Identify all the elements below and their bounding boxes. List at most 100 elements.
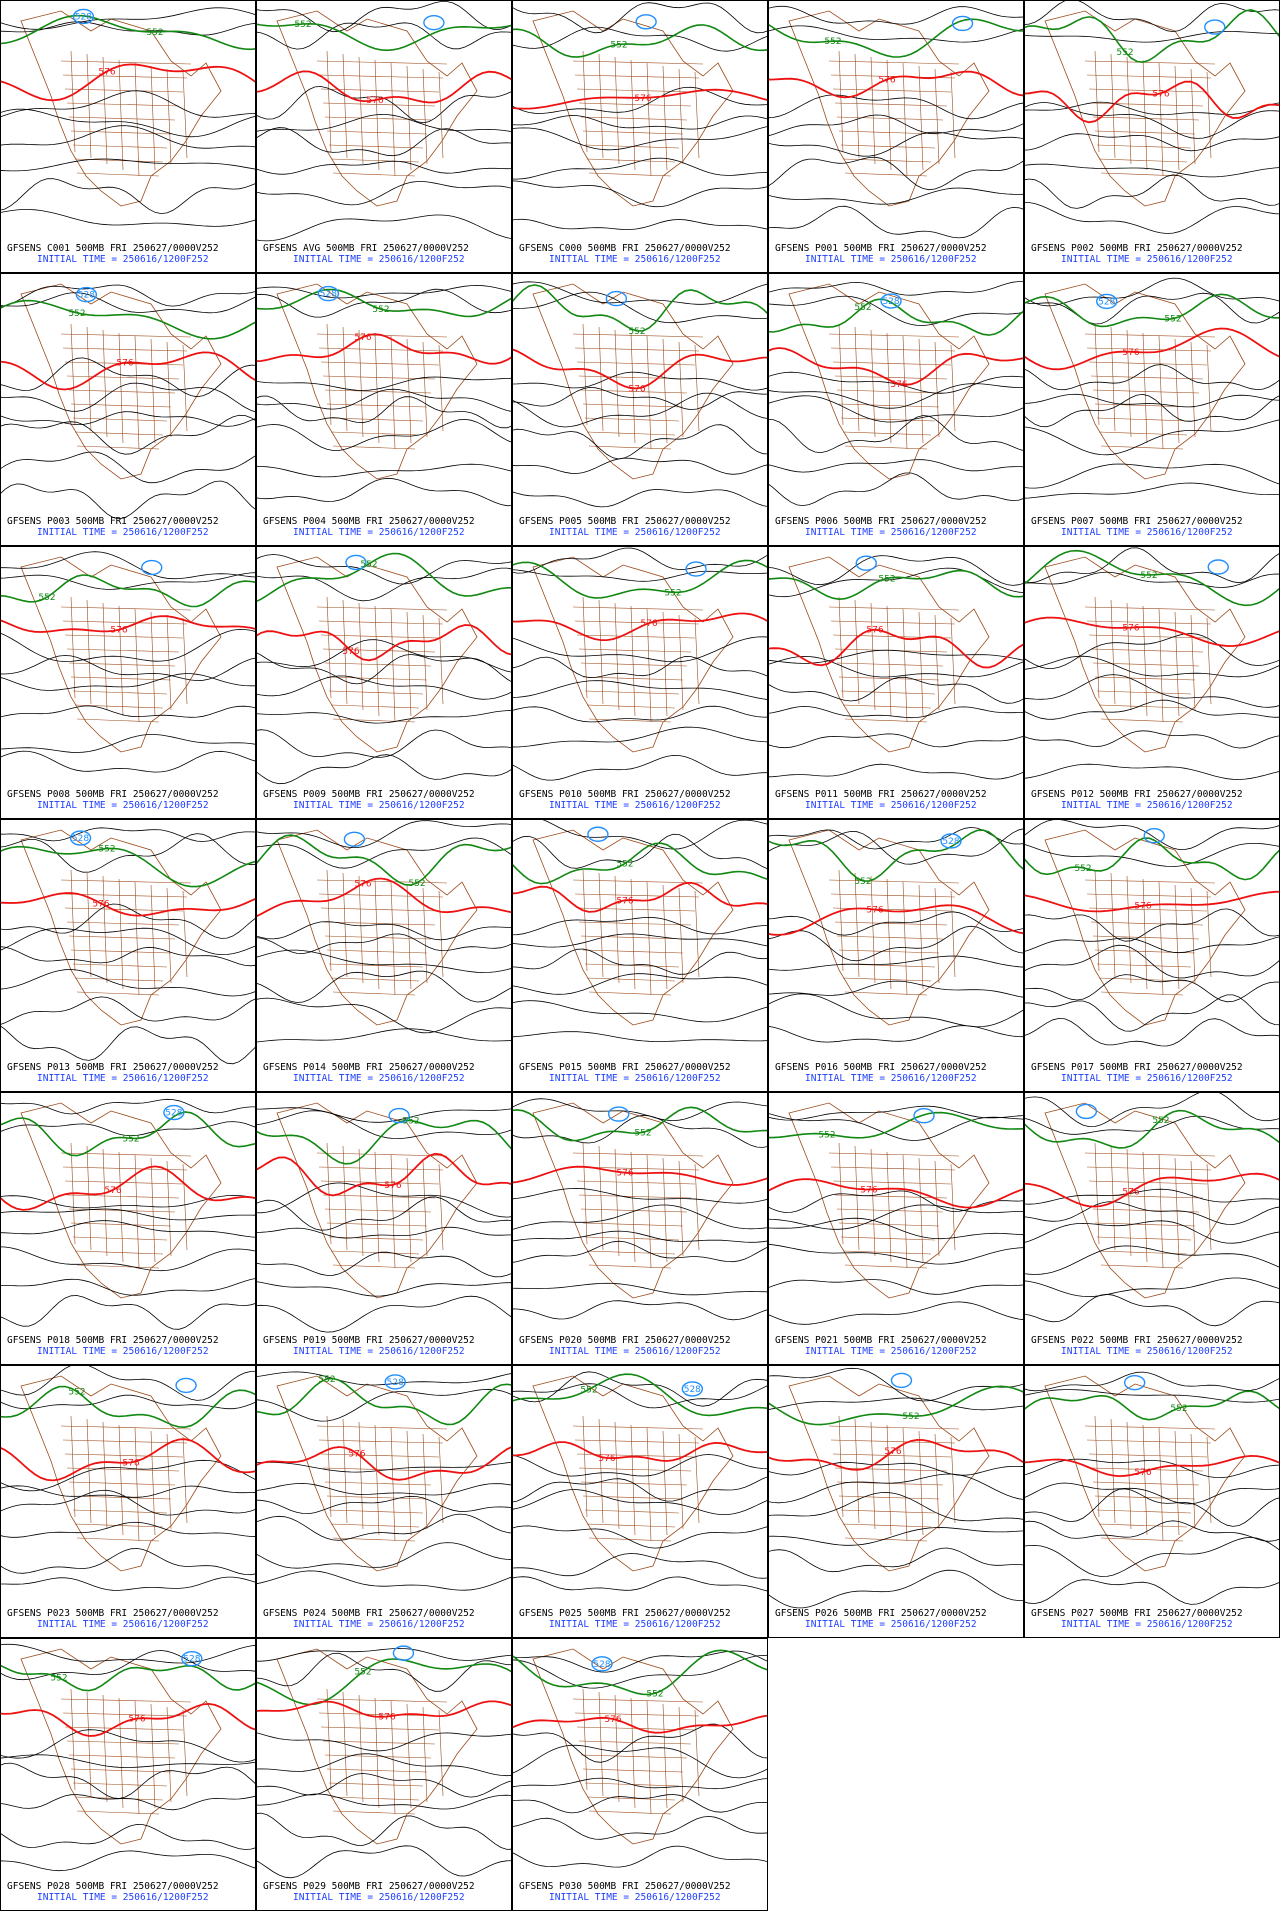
contour-label: 576 — [104, 1186, 121, 1196]
state-line — [328, 1236, 424, 1241]
contour — [1, 1729, 255, 1763]
state-line — [64, 907, 184, 912]
contour — [769, 114, 1023, 136]
state-line — [662, 65, 668, 171]
initial-time: INITIAL TIME = 250616/1200F252 — [549, 527, 721, 538]
state-line — [1206, 890, 1212, 978]
contour — [1025, 1389, 1279, 1403]
contour — [1025, 393, 1279, 408]
contour — [257, 418, 511, 451]
initial-time: INITIAL TIME = 250616/1200F252 — [37, 800, 209, 811]
contour-label: 552 — [408, 879, 425, 889]
state-line — [322, 648, 436, 653]
state-line — [166, 1160, 172, 1257]
state-line — [832, 88, 952, 93]
panel-title: GFSENS P021 500MB FRI 250627/0000V252 — [775, 1335, 987, 1346]
state-line — [390, 608, 396, 723]
state-line — [678, 614, 684, 711]
state-line — [1158, 881, 1164, 996]
state-line — [1084, 333, 1216, 338]
initial-time: INITIAL TIME = 250616/1200F252 — [37, 1619, 209, 1630]
contour — [513, 1230, 767, 1243]
state-line — [1110, 1418, 1116, 1524]
state-line — [1094, 50, 1100, 153]
contour — [769, 655, 1023, 678]
contour — [769, 459, 1023, 473]
contour — [1025, 908, 1279, 942]
contour-552 — [769, 1385, 1023, 1426]
map-body: 576 552 528 — [1, 827, 255, 1065]
map-body: 576 552 528 — [769, 826, 1023, 1043]
initial-time: INITIAL TIME = 250616/1200F252 — [37, 1346, 209, 1357]
contour — [1, 125, 255, 149]
contour — [257, 1295, 511, 1333]
state-line — [332, 718, 416, 723]
contour — [513, 1845, 767, 1868]
contour — [769, 1397, 1023, 1411]
contour — [1, 927, 255, 956]
state-line — [406, 1703, 412, 1809]
state-line — [580, 1208, 688, 1213]
map: 576 552 GFSENS P027 500MB FRI 250627/0000V… — [1025, 1371, 1279, 1630]
state-line — [586, 431, 676, 436]
map-panel: 576 552 GFSENS P029 500MB FRI 250627/0000V… — [256, 1638, 512, 1911]
contour — [257, 1251, 511, 1278]
map-body: 576 552 — [1025, 547, 1279, 780]
contour-576 — [513, 348, 767, 390]
closed-low — [175, 1377, 197, 1394]
state-line — [64, 1453, 184, 1458]
state-line — [1142, 1151, 1148, 1263]
state-line — [1094, 596, 1100, 699]
contour-552 — [1, 846, 255, 888]
state-line — [588, 718, 672, 723]
panel-title: GFSENS P013 500MB FRI 250627/0000V252 — [7, 1062, 219, 1073]
state-line — [578, 1467, 692, 1472]
map-body: 576 552 — [257, 1102, 511, 1333]
state-line — [836, 1208, 944, 1213]
state-line — [64, 1726, 184, 1731]
contour-label: 576 — [378, 1712, 395, 1722]
contour — [769, 1279, 1023, 1295]
contour — [1, 1794, 255, 1811]
state-line — [870, 875, 876, 984]
state-line — [72, 1509, 168, 1514]
state-line — [662, 338, 668, 444]
contour-label: 552 — [1074, 864, 1091, 874]
contour — [257, 1570, 511, 1591]
contour-576 — [513, 1714, 767, 1734]
contour — [257, 652, 511, 685]
state-line — [1096, 1236, 1192, 1241]
panel-title: GFSENS P003 500MB FRI 250627/0000V252 — [7, 516, 219, 527]
map: 576 552 GFSENS P002 500MB FRI 250627/0000V… — [1025, 1, 1279, 265]
state-line — [586, 1250, 676, 1255]
contour — [769, 281, 1023, 296]
state-line — [150, 884, 156, 990]
state-line — [598, 872, 604, 978]
state-line — [832, 1453, 952, 1458]
state-line — [320, 634, 440, 639]
contour — [1, 1485, 255, 1498]
contour — [769, 371, 1023, 394]
state-line — [406, 65, 412, 171]
state-line — [1094, 1495, 1196, 1500]
contour-label: 576 — [354, 333, 371, 343]
state-line — [630, 605, 636, 717]
state-line — [182, 1163, 188, 1251]
state-line — [76, 1537, 160, 1542]
state-line — [662, 611, 668, 717]
state-line — [918, 65, 924, 171]
state-line — [74, 1250, 164, 1255]
state-line — [1100, 445, 1184, 450]
state-line — [580, 389, 688, 394]
state-line — [422, 1160, 428, 1257]
contour — [769, 187, 1023, 205]
contour — [257, 921, 511, 941]
contour-label: 552 — [1140, 571, 1157, 581]
state-line — [828, 1152, 960, 1157]
map: 576 552 GFSENS P022 500MB FRI 250627/0000V… — [1025, 1093, 1279, 1357]
state-line — [60, 879, 192, 884]
map-body: 576 552 — [257, 1645, 511, 1879]
state-line — [438, 1709, 444, 1797]
state-line — [838, 869, 844, 972]
contour — [257, 1196, 511, 1231]
